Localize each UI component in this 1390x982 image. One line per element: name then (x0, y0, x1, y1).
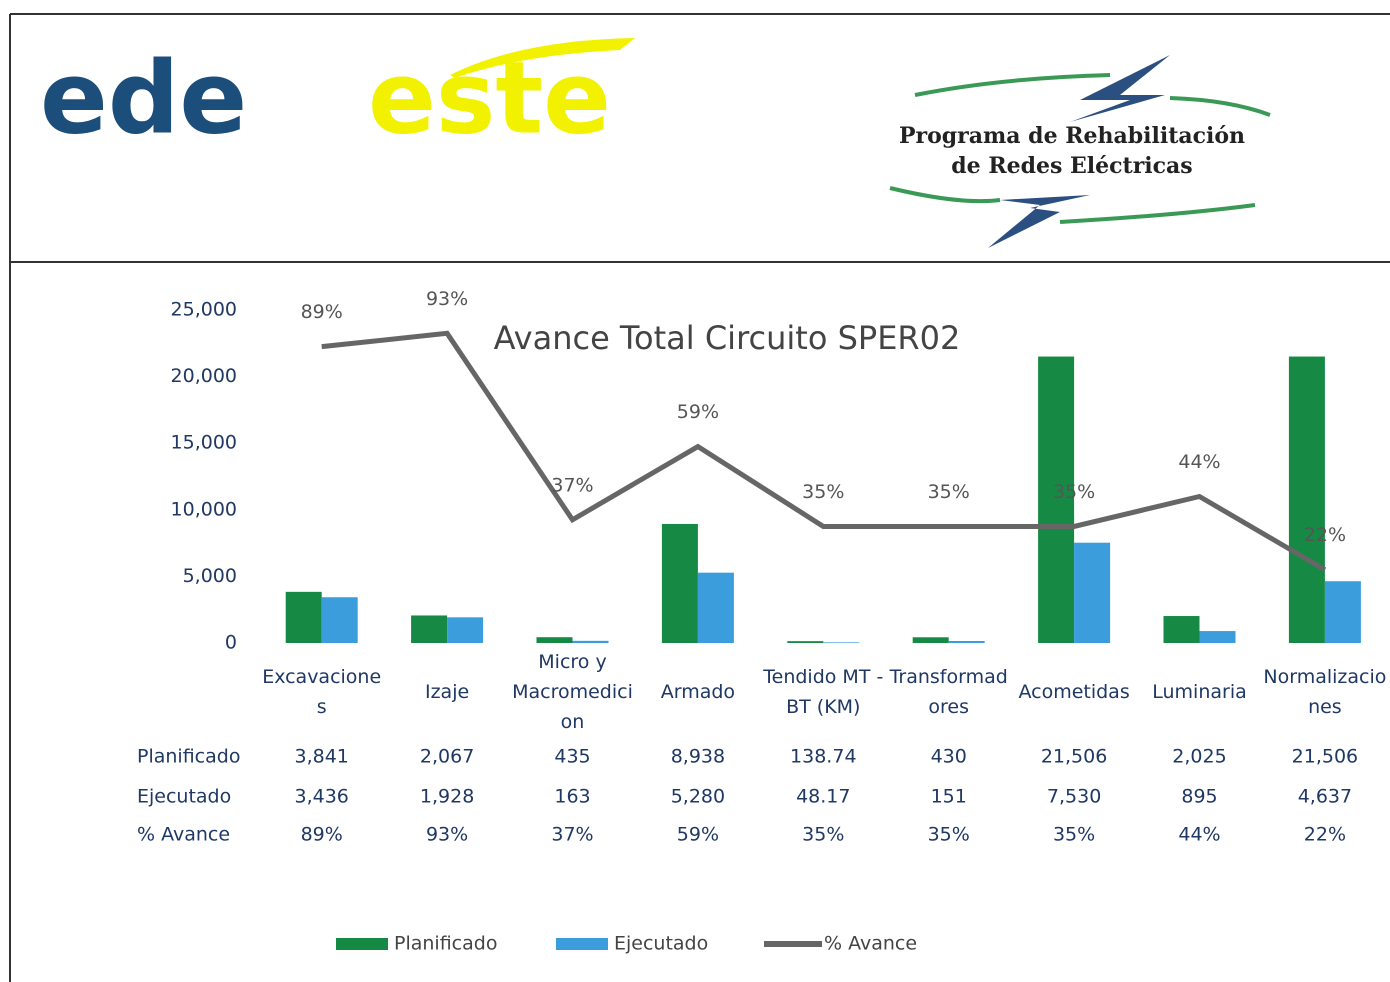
y-tick-label: 5,000 (183, 565, 237, 587)
legend-swatch (556, 938, 608, 950)
table-cell: 2,067 (420, 746, 474, 768)
bar (823, 642, 860, 643)
logo-este: este (368, 39, 611, 156)
bar (1324, 581, 1361, 643)
y-tick-label: 0 (225, 632, 237, 654)
table-cell: 35% (1053, 824, 1095, 846)
table-cell: 21,506 (1292, 746, 1358, 768)
table-cell: 1,928 (420, 786, 474, 808)
table-cell: 59% (677, 824, 719, 846)
legend-label: Ejecutado (614, 933, 708, 955)
bar (447, 617, 484, 643)
x-tick-label-box: Luminaria (1152, 681, 1247, 703)
table-cell: 430 (931, 746, 967, 768)
bar (1199, 631, 1236, 643)
data-label: 35% (802, 481, 844, 503)
table-cell: 8,938 (671, 746, 725, 768)
table-cell: 3,841 (294, 746, 348, 768)
data-label: 37% (551, 474, 593, 496)
x-tick-label-box: Acometidas (1018, 681, 1130, 703)
legend-label: Planificado (394, 933, 497, 955)
table-cell: 4,637 (1298, 786, 1352, 808)
bar (1288, 356, 1325, 643)
bolt (1070, 55, 1170, 122)
x-tick-label: Acometidas (1018, 681, 1130, 703)
y-tick-label: 25,000 (171, 299, 237, 321)
table-cell: 895 (1181, 786, 1217, 808)
x-tick-label-box: Armado (660, 681, 736, 703)
x-tick-label: Luminaria (1152, 681, 1247, 703)
table-cell: 21,506 (1041, 746, 1107, 768)
bar (1163, 616, 1200, 643)
x-tick-label-box: Izaje (424, 681, 470, 703)
logo-swoosh (450, 38, 635, 78)
chart-title: Avance Total Circuito SPER02 (494, 319, 961, 357)
x-tick-label-box: Micro y Macromedicion (512, 651, 633, 733)
table-cell: 44% (1178, 824, 1220, 846)
table-row-label: Ejecutado (137, 786, 231, 808)
x-tick-label: Tendido MT - BT (KM) (763, 666, 884, 718)
x-tick-label: Micro y Macromedicion (512, 651, 633, 733)
data-label: 22% (1304, 524, 1346, 546)
table-cell: 35% (802, 824, 844, 846)
table-cell: 37% (551, 824, 593, 846)
table-cell: 35% (928, 824, 970, 846)
program-swoosh (914, 73, 1271, 117)
bar (697, 572, 734, 643)
data-label: 44% (1178, 451, 1220, 473)
data-label: 35% (928, 481, 970, 503)
bar (285, 591, 322, 643)
data-label: 35% (1053, 481, 1095, 503)
table-row-label: Planificado (137, 746, 240, 768)
table-cell: 138.74 (790, 746, 856, 768)
y-tick-label: 15,000 (171, 432, 237, 454)
table-cell: 48.17 (796, 786, 850, 808)
x-tick-label-box: Transformadores (889, 666, 1008, 718)
legend-label: % Avance (824, 933, 917, 955)
bar (536, 637, 573, 643)
legend-swatch (336, 938, 388, 950)
y-tick-label: 20,000 (171, 365, 237, 387)
bar (572, 640, 609, 643)
x-tick-label: Izaje (424, 681, 470, 703)
y-tick-label: 10,000 (171, 498, 237, 520)
table-row-label: % Avance (137, 824, 230, 846)
x-tick-label: Armado (660, 681, 736, 703)
bar (661, 523, 698, 643)
table-cell: 22% (1304, 824, 1346, 846)
table-cell: 435 (554, 746, 590, 768)
x-tick-label-box: Excavaciones (262, 666, 382, 718)
bar (321, 597, 358, 643)
table-cell: 89% (301, 824, 343, 846)
program-swoosh (889, 186, 1256, 224)
x-tick-label-box: Tendido MT - BT (KM) (763, 666, 884, 718)
bar (787, 641, 824, 643)
data-label: 89% (301, 301, 343, 323)
x-tick-label: Transformadores (889, 666, 1008, 718)
line (321, 330, 1327, 572)
table-cell: 93% (426, 824, 468, 846)
program-title: Programa de Rehabilitación (899, 123, 1245, 149)
bar (1038, 356, 1075, 643)
table-cell: 151 (931, 786, 967, 808)
x-tick-label: Excavaciones (262, 666, 382, 718)
table-cell: 2,025 (1172, 746, 1226, 768)
bolt (988, 195, 1090, 248)
bar (948, 640, 985, 643)
table-cell: 5,280 (671, 786, 725, 808)
logo-ede: ede (40, 39, 247, 156)
program-title: de Redes Eléctricas (951, 153, 1192, 179)
bar (411, 615, 448, 643)
table-cell: 3,436 (294, 786, 348, 808)
table-cell: 163 (554, 786, 590, 808)
bar (912, 637, 949, 643)
x-tick-label: Normalizaciones (1263, 666, 1387, 718)
x-tick-label-box: Normalizaciones (1263, 666, 1387, 718)
data-label: 93% (426, 288, 468, 310)
table-cell: 7,530 (1047, 786, 1101, 808)
bar (1074, 542, 1111, 643)
data-label: 59% (677, 401, 719, 423)
